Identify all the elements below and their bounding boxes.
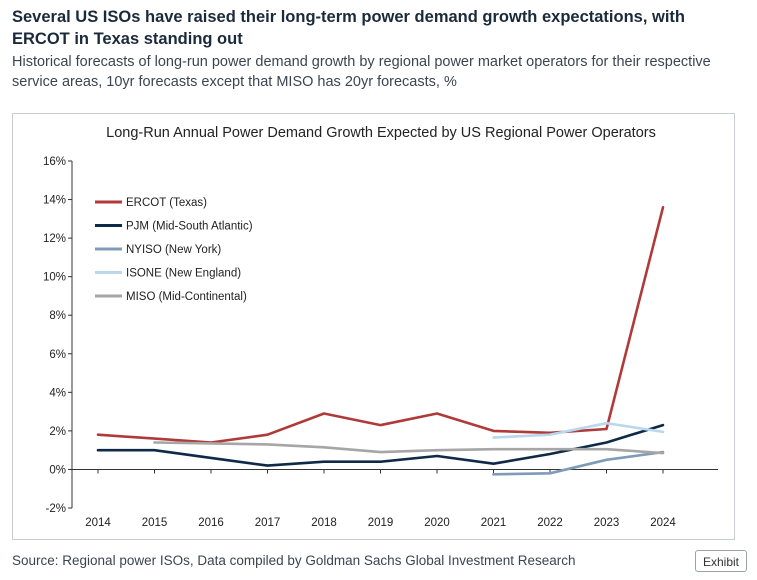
y-axis: -2% 0% 2% 4% 6% 8% 10% 12% 14% 16% xyxy=(43,156,73,515)
x-axis: 2014 2015 2016 2017 2018 2019 2020 2021 2022 2023… xyxy=(72,468,718,529)
x-tick-label: 2018 xyxy=(311,517,337,529)
series-line-isone xyxy=(492,421,665,439)
x-tick-label: 2017 xyxy=(255,517,281,529)
series-line-miso xyxy=(153,441,665,455)
legend-label-isone: ISONE (New England) xyxy=(126,268,241,280)
x-tick-label: 2022 xyxy=(537,517,563,529)
y-tick-label: -2% xyxy=(46,503,66,515)
y-tick-label: 14% xyxy=(43,195,66,207)
exhibit-button[interactable]: Exhibit xyxy=(695,550,747,572)
series-line-ercot xyxy=(96,206,665,444)
x-tick-label: 2019 xyxy=(368,517,394,529)
legend-label-ercot: ERCOT (Texas) xyxy=(126,197,207,209)
y-tick-label: 0% xyxy=(49,464,66,476)
x-tick-label: 2023 xyxy=(594,517,620,529)
line-chart: Long-Run Annual Power Demand Growth Expe… xyxy=(43,125,718,529)
x-tick-label: 2015 xyxy=(142,517,168,529)
series-line-nyiso xyxy=(492,450,665,476)
series-lines xyxy=(96,206,665,476)
headline: Several US ISOs have raised their long-t… xyxy=(12,8,686,48)
chart-title: Long-Run Annual Power Demand Growth Expe… xyxy=(106,125,656,141)
x-tick-label: 2014 xyxy=(85,517,111,529)
legend-label-miso: MISO (Mid-Continental) xyxy=(126,291,247,303)
y-tick-label: 6% xyxy=(49,349,66,361)
legend-label-nyiso: NYISO (New York) xyxy=(126,244,221,256)
legend-label-pjm: PJM (Mid-South Atlantic) xyxy=(126,221,253,233)
x-tick-label: 2016 xyxy=(198,517,224,529)
subheadline: Historical forecasts of long-run power d… xyxy=(12,54,711,90)
x-tick-label: 2021 xyxy=(481,517,507,529)
y-tick-label: 8% xyxy=(49,310,66,322)
y-tick-label: 4% xyxy=(49,387,66,399)
x-tick-label: 2024 xyxy=(650,517,676,529)
y-tick-label: 12% xyxy=(43,233,66,245)
x-tick-label: 2020 xyxy=(424,517,450,529)
chart-frame: Long-Run Annual Power Demand Growth Expe… xyxy=(12,113,735,540)
y-tick-label: 2% xyxy=(49,426,66,438)
y-tick-label: 10% xyxy=(43,272,66,284)
source-note: Source: Regional power ISOs, Data compil… xyxy=(12,553,576,568)
chart-legend: ERCOT (Texas) PJM (Mid-South Atlantic) NYI… xyxy=(95,197,253,303)
y-tick-label: 16% xyxy=(43,156,66,168)
